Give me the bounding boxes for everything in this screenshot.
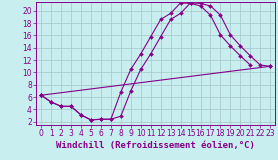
X-axis label: Windchill (Refroidissement éolien,°C): Windchill (Refroidissement éolien,°C) [56, 141, 255, 150]
